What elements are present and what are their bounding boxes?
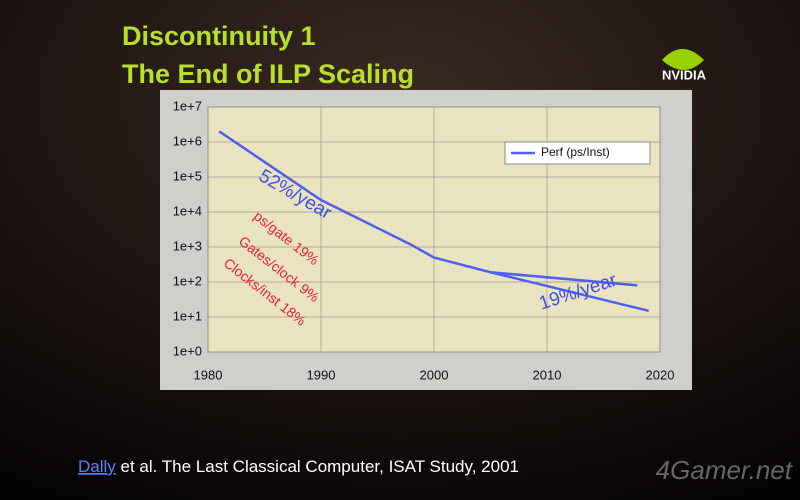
x-tick-label: 2000 bbox=[420, 367, 449, 382]
footer-author: Dally bbox=[78, 457, 116, 476]
series-line bbox=[218, 130, 638, 287]
x-tick-label: 2010 bbox=[533, 367, 562, 382]
series-line bbox=[490, 271, 649, 313]
footer: Dally et al. The Last Classical Computer… bbox=[78, 457, 519, 476]
footer-text: et al. The Last Classical Computer, ISAT… bbox=[121, 457, 519, 476]
logo: NVIDIA bbox=[662, 67, 707, 82]
x-tick-label: 2020 bbox=[646, 367, 675, 382]
title: Discontinuity 1 bbox=[122, 21, 316, 51]
y-tick-label: 1e+5 bbox=[173, 168, 202, 183]
y-tick-label: 1e+6 bbox=[173, 133, 202, 148]
y-tick-label: 1e+7 bbox=[173, 98, 202, 113]
subtitle: The End of ILP Scaling bbox=[122, 59, 414, 89]
legend-label: Perf (ps/Inst) bbox=[541, 145, 610, 159]
x-tick-label: 1990 bbox=[307, 367, 336, 382]
y-tick-label: 1e+1 bbox=[173, 308, 202, 323]
y-tick-label: 1e+0 bbox=[173, 343, 202, 358]
y-tick-label: 1e+2 bbox=[173, 273, 202, 288]
watermark: 4Gamer.net bbox=[656, 455, 794, 485]
logo-mark bbox=[662, 49, 704, 70]
y-tick-label: 1e+4 bbox=[173, 203, 202, 218]
legend-box bbox=[504, 141, 651, 165]
x-tick-label: 1980 bbox=[194, 367, 223, 382]
y-tick-label: 1e+3 bbox=[173, 238, 202, 253]
